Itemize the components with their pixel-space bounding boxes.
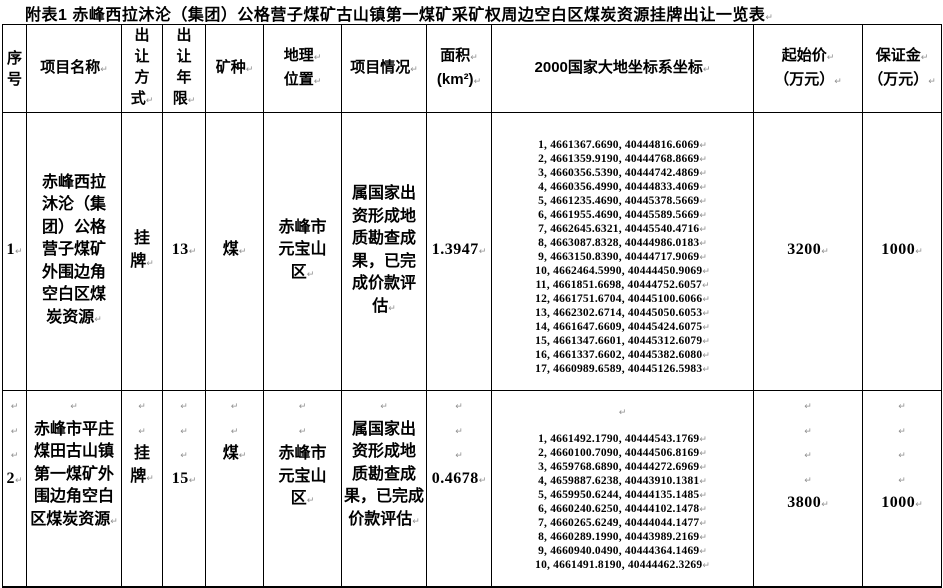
col-header-mineral: 矿种↵ <box>205 24 264 113</box>
cell-project-name: 赤峰西拉 沐沦（集 团）公格 营子煤矿 外围边角 空白区煤 炭资源↵ <box>26 112 122 391</box>
cell-coordinates: 1, 4661367.6690, 40444816.6069↵ 2, 46613… <box>491 112 754 391</box>
col-header-transfer-years: 出 让 年 限↵ <box>162 24 206 113</box>
cell-transfer-years: ↵ ↵ ↵ 15↵ <box>162 390 206 588</box>
cell-seq: ↵ ↵ ↵ 2↵ <box>2 390 27 588</box>
table-row: 1↵ 赤峰西拉 沐沦（集 团）公格 营子煤矿 外围边角 空白区煤 炭资源↵ 挂 … <box>2 112 942 391</box>
table-row: ↵ ↵ ↵ 2↵ ↵ 赤峰市平庄 煤田古山镇 第一煤矿外 围边角空白 区煤炭资源… <box>2 390 942 588</box>
cell-transfer-years: 13↵ <box>162 112 206 391</box>
cell-mineral: ↵ ↵ 煤↵ <box>205 390 264 588</box>
col-header-start-price: 起始价↵ （万元）↵ <box>753 24 863 113</box>
cell-coordinates: ↵ 1, 4661492.1790, 40444543.1769↵ 2, 466… <box>491 390 754 588</box>
listing-table: 序 号 项目名称↵ 出 让 方 式↵ 出 让 年 限↵ 矿种↵ 地理↵ 位置↵ … <box>2 24 942 588</box>
page-title: 附表1 赤峰西拉沐沦（集团）公格营子煤矿古山镇第一煤矿采矿权周边空白区煤炭资源挂… <box>25 7 773 24</box>
col-header-deposit: 保证金↵ （万元）↵ <box>862 24 942 113</box>
cell-transfer-method: 挂 牌↵ <box>121 112 163 391</box>
cell-area: ↵ ↵ ↵ 0.4678↵ <box>426 390 492 588</box>
cell-location: ↵ ↵ 赤峰市 元宝山 区↵ <box>263 390 342 588</box>
cell-deposit: ↵ ↵ ↵ ↵ 1000↵ <box>862 390 942 588</box>
coords-lines: 1, 4661492.1790, 40444543.1769↵ 2, 46601… <box>535 433 710 571</box>
cell-seq: 1↵ <box>2 112 27 391</box>
cell-location: 赤峰市 元宝山 区↵ <box>263 112 342 391</box>
document-page: { "document": { "title": "附表1 赤峰西拉沐沦（集团）… <box>2 7 942 588</box>
col-header-transfer-method: 出 让 方 式↵ <box>121 24 163 113</box>
col-header-seq: 序 号 <box>2 24 27 113</box>
col-header-project-name: 项目名称↵ <box>26 24 122 113</box>
cell-transfer-method: ↵ ↵ 挂 牌↵ <box>121 390 163 588</box>
col-header-coordinates: 2000国家大地坐标系坐标↵ <box>491 24 754 113</box>
cell-situation: ↵ 属国家出 资形成地 质勘查成 果，已完成 价款评估↵ <box>341 390 427 588</box>
coords-lines: 1, 4661367.6690, 40444816.6069↵ 2, 46613… <box>535 139 710 375</box>
cell-mineral: 煤↵ <box>205 112 264 391</box>
col-header-situation: 项目情况↵ <box>341 24 427 113</box>
table-header-row: 序 号 项目名称↵ 出 让 方 式↵ 出 让 年 限↵ 矿种↵ 地理↵ 位置↵ … <box>2 24 942 113</box>
cell-project-name: ↵ 赤峰市平庄 煤田古山镇 第一煤矿外 围边角空白 区煤炭资源↵ <box>26 390 122 588</box>
cell-start-price: ↵ ↵ ↵ ↵ 3800↵ <box>753 390 863 588</box>
coords-empty-line: ↵ <box>618 408 627 418</box>
col-header-location: 地理↵ 位置↵ <box>263 24 342 113</box>
cell-area: 1.3947↵ <box>426 112 492 391</box>
cell-situation: 属国家出 资形成地 质勘查成 果，已完 成价款评 估↵ <box>341 112 427 391</box>
cell-start-price: 3200↵ <box>753 112 863 391</box>
cell-deposit: 1000↵ <box>862 112 942 391</box>
col-header-area: 面积↵ (km²)↵ <box>426 24 492 113</box>
